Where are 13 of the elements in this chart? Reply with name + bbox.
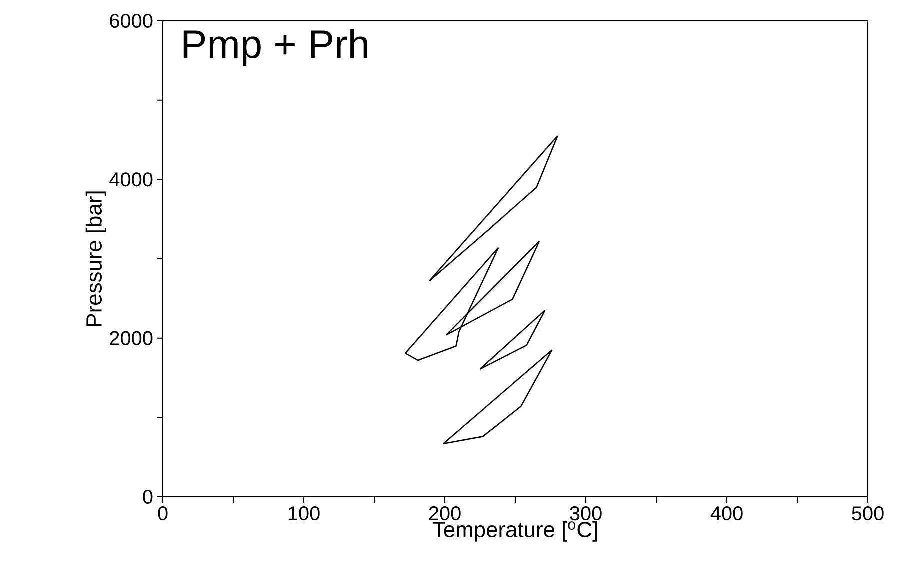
annotation: Pmp + Prh (184, 29, 368, 66)
y-axis-title: Pressure [bar] (86, 192, 106, 326)
x-tick-label: 200 (429, 506, 461, 521)
x-tick-label: 0 (158, 506, 168, 521)
x-tick-label: 300 (570, 506, 602, 521)
x-axis-title: Temperature [$^{o}$C] (432, 521, 598, 542)
x-tick-label: 400 (710, 506, 743, 521)
x-tick-label: 500 (852, 506, 884, 521)
y-tick-label: 4000 (110, 172, 153, 187)
y-tick-label: 6000 (110, 14, 153, 28)
x-tick-label: 100 (288, 506, 320, 521)
y-tick-label: 0 (143, 490, 153, 504)
y-tick-label: 2000 (110, 331, 153, 346)
